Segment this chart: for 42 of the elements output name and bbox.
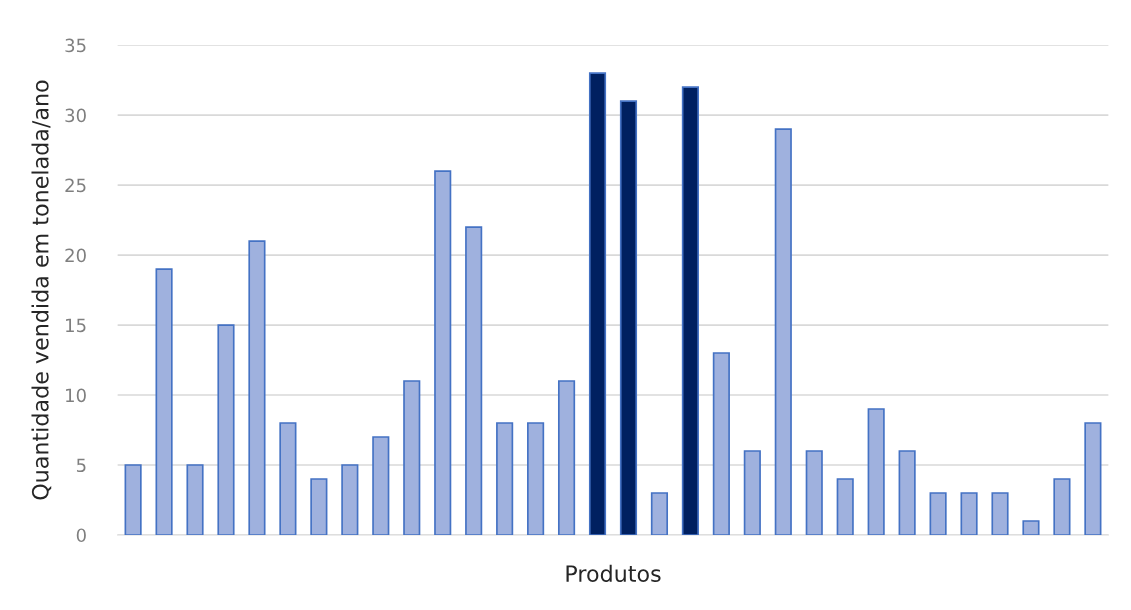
- y-tick-label: 35: [65, 38, 86, 53]
- bar: [836, 478, 854, 535]
- bar: [743, 450, 761, 535]
- bar: [1022, 520, 1040, 535]
- y-tick-label: 15: [66, 318, 86, 333]
- bar: [898, 450, 916, 535]
- y-tick-label: 5: [76, 458, 86, 473]
- bar: [1053, 478, 1071, 535]
- bar: [805, 450, 823, 535]
- bar: [712, 352, 730, 535]
- bar: [372, 436, 390, 535]
- bar: [681, 86, 699, 535]
- bar: [929, 492, 947, 535]
- bar: [527, 422, 545, 535]
- bar: [124, 464, 142, 535]
- bar: [774, 128, 792, 535]
- bar: [186, 464, 204, 535]
- y-tick-label: 20: [65, 248, 86, 263]
- bar: [960, 492, 978, 535]
- bar: [867, 408, 885, 535]
- bar: [279, 422, 297, 535]
- bar: [557, 380, 576, 535]
- y-axis-title: Quantidade vendida em tonelada/ano: [31, 80, 52, 500]
- bar: [650, 492, 669, 535]
- bar: [403, 380, 421, 535]
- bar: [248, 240, 266, 535]
- y-tick-label: 10: [66, 388, 86, 403]
- x-axis-title: Produtos: [566, 564, 661, 583]
- bar: [588, 72, 607, 535]
- bar: [155, 268, 173, 535]
- bar: [217, 324, 235, 535]
- y-tick-label: 0: [76, 528, 86, 543]
- bar: [434, 170, 452, 535]
- bar: [619, 100, 638, 535]
- bar: [496, 422, 514, 535]
- bar: [341, 464, 359, 535]
- bar: [310, 478, 328, 535]
- y-tick-label: 25: [65, 178, 86, 193]
- bar: [1084, 422, 1102, 535]
- bar: [465, 226, 483, 535]
- bar: [991, 492, 1009, 535]
- y-tick-label: 30: [65, 108, 86, 123]
